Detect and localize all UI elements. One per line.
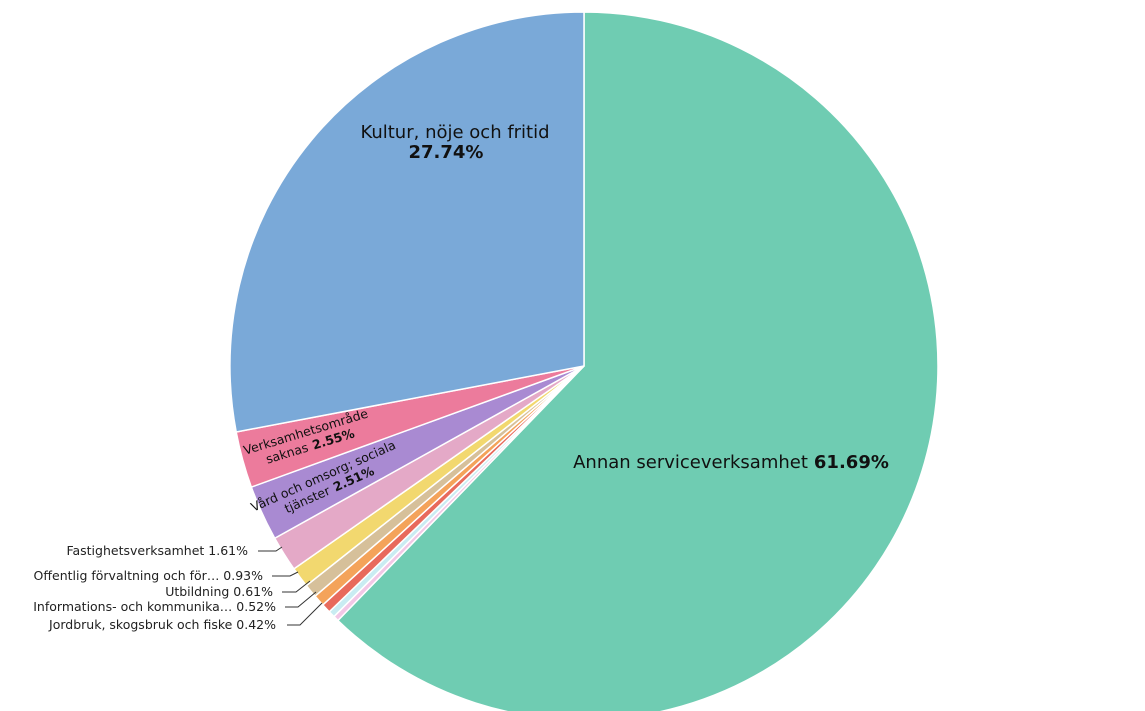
- label-kultur-name: Kultur, nöje och fritid: [360, 122, 549, 143]
- leader-offentlig: [272, 571, 299, 577]
- leader-utbildning: [282, 580, 311, 593]
- label-utbildning: Utbildning 0.61%: [165, 584, 273, 599]
- leader-informations: [285, 591, 317, 608]
- label-annan-pct: 61.69%: [814, 452, 889, 473]
- label-informations: Informations- och kommunika… 0.52%: [33, 599, 276, 614]
- label-annan-name: Annan serviceverksamhet: [573, 452, 808, 473]
- pie-slice-0: [336, 11, 939, 711]
- pie-slices: [229, 11, 939, 711]
- leader-jordbruk: [287, 602, 323, 626]
- label-jordbruk: Jordbruk, skogsbruk och fiske 0.42%: [48, 617, 276, 632]
- leader-fastighet: [258, 546, 283, 552]
- label-annan: Annan serviceverksamhet 61.69%: [573, 452, 889, 473]
- label-offentlig: Offentlig förvaltning och för… 0.93%: [34, 568, 264, 583]
- pie-slice-10: [229, 11, 585, 433]
- label-kultur-pct: 27.74%: [409, 142, 484, 163]
- label-fastighet: Fastighetsverksamhet 1.61%: [66, 543, 248, 558]
